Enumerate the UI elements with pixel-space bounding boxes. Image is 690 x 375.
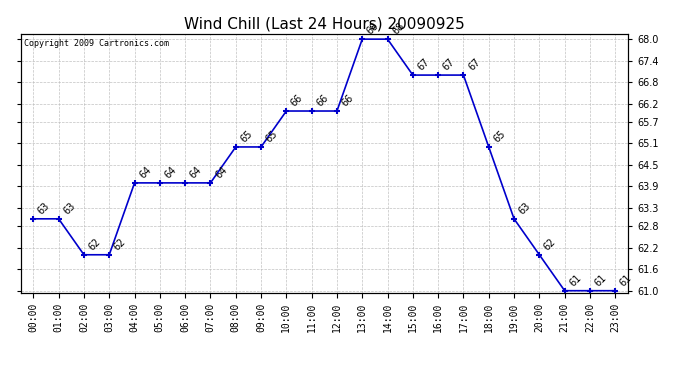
Text: 65: 65 — [239, 128, 255, 144]
Text: 62: 62 — [87, 236, 103, 252]
Text: 68: 68 — [365, 21, 381, 36]
Text: 65: 65 — [491, 128, 507, 144]
Text: 67: 67 — [466, 57, 482, 72]
Text: 61: 61 — [618, 272, 633, 288]
Text: 68: 68 — [391, 21, 406, 36]
Text: 65: 65 — [264, 128, 279, 144]
Text: 66: 66 — [339, 93, 355, 108]
Text: 64: 64 — [163, 164, 178, 180]
Text: 64: 64 — [188, 164, 204, 180]
Text: 64: 64 — [137, 164, 153, 180]
Text: 63: 63 — [61, 200, 77, 216]
Text: 67: 67 — [441, 57, 457, 72]
Text: 66: 66 — [289, 93, 305, 108]
Text: 62: 62 — [112, 236, 128, 252]
Text: Copyright 2009 Cartronics.com: Copyright 2009 Cartronics.com — [23, 39, 169, 48]
Text: 62: 62 — [542, 236, 558, 252]
Text: 63: 63 — [36, 200, 52, 216]
Text: 63: 63 — [517, 200, 533, 216]
Title: Wind Chill (Last 24 Hours) 20090925: Wind Chill (Last 24 Hours) 20090925 — [184, 16, 464, 31]
Text: 64: 64 — [213, 164, 229, 180]
Text: 61: 61 — [593, 272, 609, 288]
Text: 61: 61 — [567, 272, 583, 288]
Text: 67: 67 — [415, 57, 431, 72]
Text: 66: 66 — [315, 93, 330, 108]
